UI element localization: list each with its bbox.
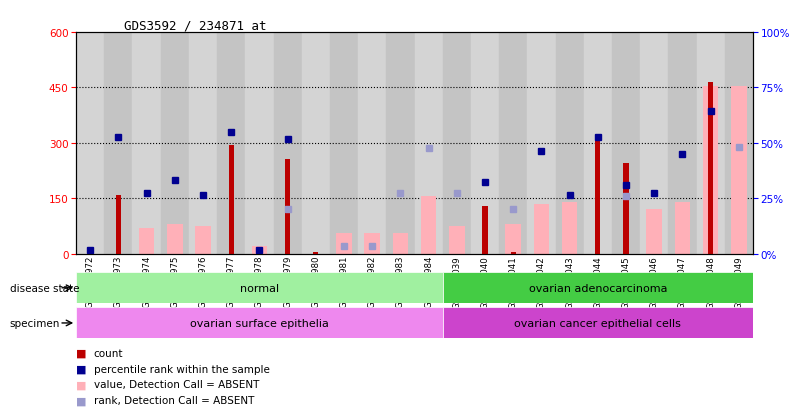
Bar xyxy=(228,146,234,254)
Bar xyxy=(584,33,612,254)
Bar xyxy=(556,33,584,254)
Text: ovarian adenocarcinoma: ovarian adenocarcinoma xyxy=(529,283,667,293)
Bar xyxy=(708,83,713,254)
Bar xyxy=(364,234,380,254)
Bar xyxy=(313,252,318,254)
Bar xyxy=(217,33,245,254)
Bar xyxy=(612,33,640,254)
Text: ovarian surface epithelia: ovarian surface epithelia xyxy=(190,318,329,328)
Bar xyxy=(104,33,132,254)
Bar xyxy=(562,202,578,254)
Text: GDS3592 / 234871_at: GDS3592 / 234871_at xyxy=(124,19,267,31)
Bar xyxy=(668,33,697,254)
Bar xyxy=(731,86,747,254)
Text: count: count xyxy=(94,348,123,358)
Bar xyxy=(245,33,273,254)
Bar xyxy=(302,33,330,254)
Bar xyxy=(646,210,662,254)
Bar xyxy=(443,308,753,339)
Bar xyxy=(697,33,725,254)
Bar xyxy=(87,252,93,254)
Bar xyxy=(139,228,155,254)
Bar xyxy=(76,33,104,254)
Bar xyxy=(623,164,629,254)
Bar xyxy=(386,33,414,254)
Bar xyxy=(482,206,488,254)
Bar xyxy=(189,33,217,254)
Bar xyxy=(76,273,443,304)
Bar xyxy=(443,273,753,304)
Bar xyxy=(415,33,443,254)
Bar xyxy=(527,33,556,254)
Bar xyxy=(273,33,302,254)
Bar xyxy=(640,33,668,254)
Bar xyxy=(443,33,471,254)
Text: disease state: disease state xyxy=(10,283,79,293)
Text: rank, Detection Call = ABSENT: rank, Detection Call = ABSENT xyxy=(94,395,254,405)
Bar xyxy=(725,33,753,254)
Bar xyxy=(674,202,690,254)
Bar xyxy=(533,204,549,254)
Bar xyxy=(285,160,290,254)
Text: specimen: specimen xyxy=(10,318,60,328)
Bar xyxy=(595,142,601,254)
Text: percentile rank within the sample: percentile rank within the sample xyxy=(94,364,270,374)
Text: ■: ■ xyxy=(76,380,87,389)
Bar xyxy=(76,308,443,339)
Text: ■: ■ xyxy=(76,348,87,358)
Bar xyxy=(257,252,262,254)
Bar xyxy=(252,247,268,254)
Bar xyxy=(499,33,527,254)
Text: value, Detection Call = ABSENT: value, Detection Call = ABSENT xyxy=(94,380,259,389)
Text: ovarian cancer epithelial cells: ovarian cancer epithelial cells xyxy=(514,318,682,328)
Text: ■: ■ xyxy=(76,364,87,374)
Bar xyxy=(392,234,409,254)
Bar xyxy=(161,33,189,254)
Bar xyxy=(505,225,521,254)
Bar xyxy=(511,252,516,254)
Bar xyxy=(336,234,352,254)
Bar xyxy=(116,195,121,254)
Bar xyxy=(358,33,386,254)
Bar xyxy=(132,33,161,254)
Bar xyxy=(195,226,211,254)
Bar xyxy=(471,33,499,254)
Bar xyxy=(421,197,437,254)
Bar xyxy=(449,226,465,254)
Bar xyxy=(330,33,358,254)
Text: ■: ■ xyxy=(76,395,87,405)
Bar xyxy=(167,225,183,254)
Text: normal: normal xyxy=(239,283,279,293)
Bar xyxy=(703,86,718,254)
